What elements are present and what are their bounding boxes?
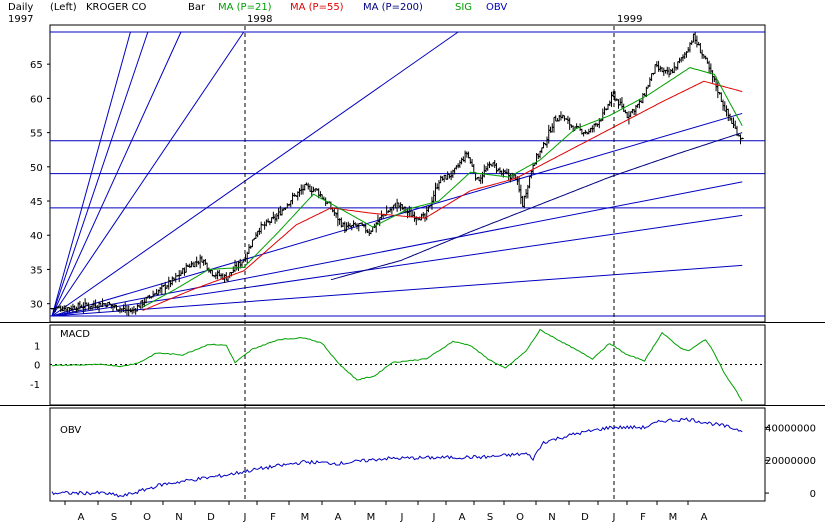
scale-label: (Left) [50, 2, 77, 13]
price-tick-label: 30 [30, 300, 43, 311]
month-label: O [143, 512, 151, 523]
obv-line [51, 417, 743, 498]
price-bars [50, 32, 744, 317]
month-label: J [432, 512, 436, 523]
month-label: A [78, 512, 85, 523]
ma21-line [142, 67, 743, 308]
legend-item-1: MA (P=55) [290, 2, 344, 13]
legend-item-3: SIG [455, 2, 472, 13]
price-tick-label: 65 [30, 60, 43, 71]
month-label: F [640, 512, 646, 523]
month-label: A [335, 512, 342, 523]
ma55-line [142, 80, 743, 311]
price-tick-label: 50 [30, 163, 43, 174]
month-label: M [301, 512, 310, 523]
moving-averages [142, 67, 743, 311]
legend-item-0: MA (P=21) [218, 2, 272, 13]
horizontal-levels [50, 31, 765, 317]
price-tick-label: 35 [30, 265, 43, 276]
ma200-line [330, 132, 743, 281]
obv-tick-label: 20000000 [765, 456, 816, 467]
month-label: O [516, 512, 524, 523]
month-label: D [581, 512, 589, 523]
month-label: S [111, 512, 117, 523]
gann-line [51, 214, 743, 317]
obv-tick-label: 40000000 [765, 423, 816, 434]
month-label: N [175, 512, 182, 523]
obv-series [51, 417, 743, 498]
month-label: J [243, 512, 247, 523]
macd-panel-label: MACD [60, 329, 90, 340]
year-divider-lines [244, 26, 615, 501]
month-label: J [400, 512, 404, 523]
macd-series [50, 328, 765, 402]
period-label: Daily [8, 2, 33, 13]
price-tick-label: 55 [30, 129, 43, 140]
month-label: A [701, 512, 708, 523]
axis-ticks: 30 35 40 45 50 55 60 65 1 0 -1 40000000 20000000 0 [30, 60, 816, 500]
price-tick-label: 40 [30, 231, 43, 242]
month-label: J [612, 512, 616, 523]
macd-line [51, 328, 743, 402]
month-label: M [669, 512, 678, 523]
chart-type-label: Bar [188, 2, 206, 13]
macd-panel-frame [49, 324, 766, 406]
legend: MA (P=21) MA (P=55) MA (P=200) SIG OBV [218, 2, 507, 13]
start-year: 1997 [8, 14, 33, 25]
price-tick-label: 60 [30, 94, 43, 105]
month-label: F [270, 512, 276, 523]
macd-tick-label: 0 [34, 361, 40, 372]
company-name: KROGER CO [86, 2, 147, 13]
year-marker-1999: 1999 [617, 14, 642, 25]
obv-tick-label: 0 [810, 489, 816, 500]
macd-tick-label: -1 [30, 380, 40, 391]
legend-item-2: MA (P=200) [363, 2, 423, 13]
legend-item-4: OBV [486, 2, 507, 13]
month-label: S [487, 512, 493, 523]
gann-line [51, 264, 743, 317]
month-label: N [548, 512, 555, 523]
month-label: D [207, 512, 215, 523]
obv-panel-frame [49, 407, 766, 502]
obv-panel-label: OBV [60, 425, 81, 436]
month-label: A [459, 512, 466, 523]
macd-tick-label: 1 [34, 341, 40, 352]
price-tick-label: 45 [30, 197, 43, 208]
year-marker-1998: 1998 [247, 14, 272, 25]
month-label: M [367, 512, 376, 523]
